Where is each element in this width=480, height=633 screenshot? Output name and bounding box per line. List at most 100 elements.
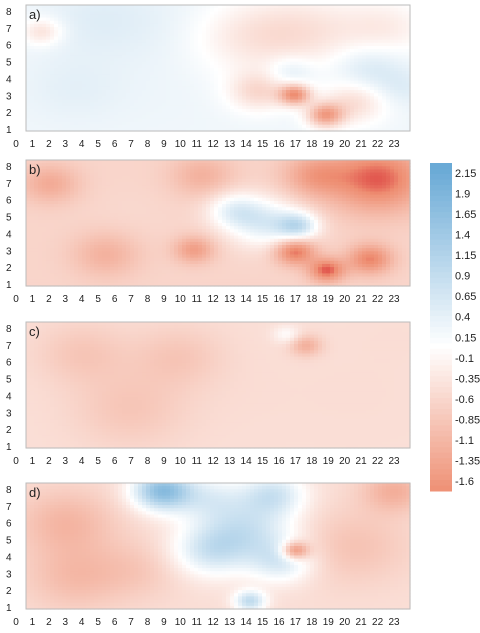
heatmap-cell <box>318 5 323 9</box>
heatmap-cell <box>238 61 243 66</box>
heatmap-cell <box>398 77 403 82</box>
heatmap-cell <box>230 45 235 50</box>
heatmap-cell <box>42 80 47 85</box>
heatmap-cell <box>398 185 403 189</box>
heatmap-cell <box>250 175 255 180</box>
heatmap-cell <box>74 188 79 193</box>
heatmap-cell <box>82 163 87 167</box>
heatmap-cell <box>394 124 399 129</box>
heatmap-cell <box>270 74 275 79</box>
heatmap-cell <box>314 178 319 183</box>
heatmap-cell <box>146 105 151 110</box>
heatmap-cell <box>74 127 79 132</box>
heatmap-cell <box>182 185 187 189</box>
heatmap-cell <box>370 172 375 177</box>
heatmap-cell <box>190 30 195 34</box>
heatmap-cell <box>370 68 375 72</box>
heatmap-cell <box>290 108 295 113</box>
heatmap-cell <box>202 23 207 28</box>
heatmap-cell <box>338 64 343 69</box>
heatmap-cell <box>402 8 407 12</box>
heatmap-cell <box>294 96 299 101</box>
heatmap-cell <box>250 23 255 28</box>
heatmap-cell <box>66 121 71 126</box>
heatmap-cell <box>170 96 175 101</box>
heatmap-cell <box>198 115 203 119</box>
heatmap-cell <box>134 127 139 132</box>
heatmap-cell <box>250 121 255 126</box>
heatmap-cell <box>218 36 223 41</box>
heatmap-cell <box>322 160 327 164</box>
heatmap-cell <box>130 80 135 85</box>
heatmap-cell <box>206 27 211 31</box>
heatmap-cell <box>90 77 95 82</box>
heatmap-cell <box>58 80 63 85</box>
heatmap-cell <box>198 83 203 88</box>
heatmap-cell <box>62 178 67 183</box>
heatmap-cell <box>178 8 183 12</box>
heatmap-cell <box>342 74 347 79</box>
heatmap-cell <box>218 90 223 94</box>
heatmap-cell <box>290 27 295 31</box>
heatmap-cell <box>290 191 295 196</box>
heatmap-cell <box>78 55 83 60</box>
heatmap-cell <box>114 194 119 199</box>
heatmap-cell <box>254 52 259 56</box>
heatmap-cell <box>266 17 271 22</box>
heatmap-cell <box>358 58 363 63</box>
heatmap-cell <box>286 23 291 28</box>
heatmap-cell <box>46 191 51 196</box>
heatmap-cell <box>362 55 367 60</box>
heatmap-cell <box>190 14 195 19</box>
heatmap-cell <box>58 11 63 16</box>
heatmap-cell <box>102 30 107 34</box>
heatmap-cell <box>206 127 211 132</box>
heatmap-cell <box>182 172 187 177</box>
heatmap-cell <box>190 194 195 199</box>
heatmap-cell <box>30 175 35 180</box>
heatmap-cell <box>262 99 267 104</box>
heatmap-cell <box>190 115 195 119</box>
heatmap-cell <box>66 83 71 88</box>
heatmap-cell <box>262 169 267 174</box>
heatmap-cell <box>50 96 55 101</box>
heatmap-cell <box>30 55 35 60</box>
heatmap-cell <box>230 30 235 34</box>
heatmap-cell <box>370 64 375 69</box>
heatmap-cell <box>278 83 283 88</box>
heatmap-cell <box>178 194 183 199</box>
heatmap-cell <box>146 102 151 107</box>
heatmap-cell <box>378 68 383 72</box>
heatmap-cell <box>106 71 111 75</box>
heatmap-cell <box>222 86 227 91</box>
heatmap-cell <box>386 112 391 116</box>
heatmap-cell <box>174 188 179 193</box>
heatmap-cell <box>50 77 55 82</box>
heatmap-cell <box>82 39 87 44</box>
heatmap-cell <box>406 5 411 9</box>
heatmap-cell <box>370 166 375 171</box>
heatmap-cell <box>154 194 159 199</box>
heatmap-cell <box>334 74 339 79</box>
heatmap-cell <box>178 169 183 174</box>
heatmap-cell <box>238 102 243 107</box>
heatmap-cell <box>82 23 87 28</box>
heatmap-cell <box>366 77 371 82</box>
heatmap-cell <box>70 169 75 174</box>
heatmap-cell <box>358 61 363 66</box>
heatmap-cell <box>294 178 299 183</box>
heatmap-cell <box>102 58 107 63</box>
heatmap-cell <box>134 99 139 104</box>
heatmap-cell <box>162 118 167 123</box>
heatmap-cell <box>106 45 111 50</box>
heatmap-cell <box>134 182 139 186</box>
heatmap-cell <box>294 49 299 53</box>
heatmap-cell <box>66 55 71 60</box>
heatmap-cell <box>354 188 359 193</box>
heatmap-cell <box>226 5 231 9</box>
heatmap-cell <box>78 90 83 94</box>
heatmap-cell <box>94 121 99 126</box>
heatmap-cell <box>42 30 47 34</box>
heatmap-cell <box>310 86 315 91</box>
heatmap-cell <box>102 160 107 164</box>
